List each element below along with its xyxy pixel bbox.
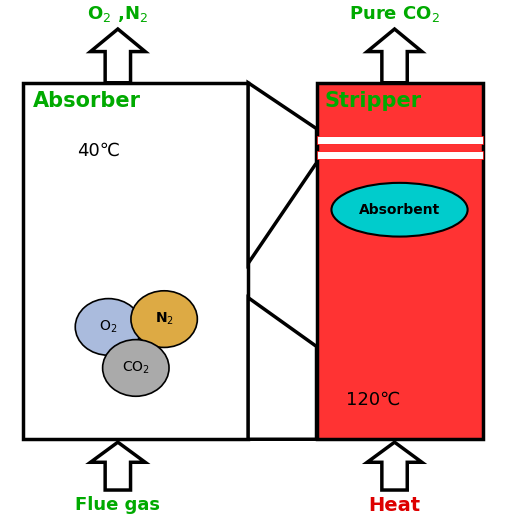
Polygon shape (367, 29, 422, 83)
Text: CO$_2$: CO$_2$ (122, 359, 150, 376)
Text: 120℃: 120℃ (346, 391, 400, 409)
Text: Absorber: Absorber (33, 91, 141, 110)
Polygon shape (90, 29, 145, 83)
Bar (23, 83, 248, 439)
Text: Stripper: Stripper (324, 91, 422, 110)
Ellipse shape (331, 183, 467, 237)
Ellipse shape (131, 291, 197, 348)
Ellipse shape (103, 340, 169, 396)
Bar (316, 136, 483, 145)
Text: Flue gas: Flue gas (75, 496, 161, 514)
Bar (316, 83, 483, 439)
Polygon shape (367, 442, 422, 490)
Text: N$_2$: N$_2$ (154, 311, 174, 327)
Text: Heat: Heat (368, 496, 421, 515)
Polygon shape (248, 83, 316, 264)
Polygon shape (248, 298, 316, 439)
Text: Absorbent: Absorbent (359, 203, 440, 217)
Text: O$_2$ ,N$_2$: O$_2$ ,N$_2$ (87, 4, 148, 24)
Polygon shape (90, 442, 145, 490)
Text: Pure CO$_2$: Pure CO$_2$ (349, 4, 440, 24)
Ellipse shape (75, 298, 142, 355)
Text: O$_2$: O$_2$ (100, 319, 118, 335)
Bar (316, 151, 483, 159)
Text: 40℃: 40℃ (77, 141, 120, 160)
